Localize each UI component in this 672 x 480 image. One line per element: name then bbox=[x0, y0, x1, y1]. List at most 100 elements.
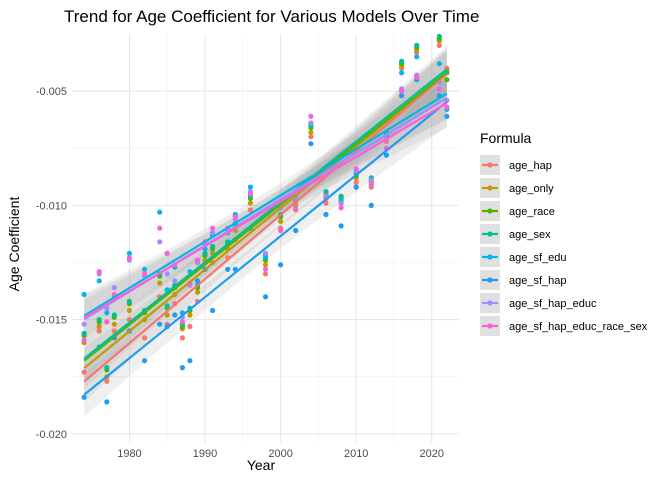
point-age_sf_hap_educ bbox=[262, 250, 269, 256]
legend-key-point bbox=[487, 162, 493, 168]
point-age_hap bbox=[96, 328, 102, 334]
point-age_sf_edu bbox=[157, 209, 163, 215]
legend-key-point bbox=[487, 277, 493, 283]
point-age_sf_hap bbox=[353, 184, 359, 190]
point-age_sf_hap_educ_race_sex bbox=[368, 182, 374, 188]
trend-line-age_sex bbox=[83, 68, 448, 360]
legend-label: age_sf_hap_educ bbox=[509, 298, 597, 310]
point-age_sf_edu bbox=[414, 54, 420, 60]
point-age_hap bbox=[187, 323, 193, 330]
point-age_sf_hap_educ_race_sex bbox=[293, 205, 299, 211]
x-tick-label: 2000 bbox=[268, 448, 292, 460]
point-age_sf_hap_educ_race_sex bbox=[414, 74, 420, 80]
point-age_only bbox=[157, 280, 163, 286]
point-age_sf_edu bbox=[247, 184, 253, 190]
point-age_sf_hap_educ_race_sex bbox=[436, 86, 442, 92]
x-axis: 1980 1990 2000 2010 2020 bbox=[117, 448, 444, 460]
point-age_hap bbox=[262, 271, 269, 277]
point-age_sf_hap_educ_race_sex bbox=[104, 319, 110, 325]
legend-key-point bbox=[487, 185, 493, 191]
point-age_hap bbox=[353, 179, 359, 186]
point-age_sex bbox=[399, 58, 405, 64]
point-age_sex bbox=[104, 365, 110, 371]
point-age_hap bbox=[179, 335, 185, 341]
legend-key-point bbox=[487, 323, 493, 329]
legend-key-point bbox=[487, 231, 493, 237]
point-age_race bbox=[444, 77, 450, 83]
legend-key-point bbox=[487, 254, 493, 260]
point-age_sex bbox=[436, 33, 442, 39]
y-axis-title: Age Coefficient bbox=[6, 197, 22, 292]
point-age_sf_hap bbox=[187, 358, 193, 364]
point-age_sf_hap_educ_race_sex bbox=[262, 266, 269, 272]
legend: Formula age_hap age_only age_race age_sexag… bbox=[480, 130, 648, 336]
point-age_sf_hap_educ_race_sex bbox=[353, 166, 359, 172]
point-age_sf_hap_educ_race_sex bbox=[247, 191, 253, 197]
legend-label: age_race bbox=[509, 206, 555, 218]
point-age_hap bbox=[436, 42, 442, 49]
point-age_sex bbox=[323, 189, 329, 195]
point-age_sf_hap_educ bbox=[338, 200, 344, 206]
x-axis-title: Year bbox=[247, 457, 276, 473]
point-age_sf_hap_educ_race_sex bbox=[308, 113, 314, 119]
point-age_sf_hap bbox=[172, 312, 178, 318]
point-age_sf_edu bbox=[96, 278, 102, 284]
point-age_sf_edu bbox=[399, 70, 405, 76]
point-age_sf_hap bbox=[323, 211, 329, 218]
point-age_hap bbox=[247, 207, 253, 213]
point-age_sf_hap_educ_race_sex bbox=[164, 250, 170, 256]
confidence-bands bbox=[84, 45, 447, 417]
legend-label: age_sf_hap bbox=[509, 275, 567, 287]
point-age_only bbox=[111, 321, 117, 327]
y-tick-label: -0.010 bbox=[36, 200, 67, 212]
trend-lines bbox=[83, 68, 448, 396]
point-age_sf_hap_educ_race_sex bbox=[444, 104, 450, 110]
point-age_sf_hap bbox=[194, 278, 201, 284]
point-age_sf_hap bbox=[225, 266, 231, 272]
legend-key-point bbox=[487, 300, 493, 306]
trend-line-age_sf_hap_educ_race_sex bbox=[83, 102, 448, 319]
point-age_sf_hap bbox=[383, 152, 389, 158]
x-tick-label: 1990 bbox=[193, 448, 217, 460]
confidence-band-age_sf_edu bbox=[84, 68, 447, 338]
point-age_sf_edu bbox=[436, 61, 442, 67]
point-age_sf_hap bbox=[293, 227, 299, 234]
legend-title: Formula bbox=[480, 130, 532, 146]
point-age_sf_hap_educ bbox=[111, 285, 117, 291]
point-age_sf_edu bbox=[142, 266, 148, 272]
point-age_sf_hap bbox=[278, 262, 284, 268]
y-tick-label: -0.005 bbox=[36, 86, 67, 98]
point-age_sf_hap bbox=[157, 321, 163, 327]
point-age_sex bbox=[164, 303, 170, 309]
point-age_sf_hap_educ_race_sex bbox=[81, 337, 87, 343]
trend-line-age_race bbox=[83, 71, 448, 362]
legend-label: age_sf_edu bbox=[509, 252, 567, 264]
y-axis: -0.020 -0.015 -0.010 -0.005 bbox=[36, 86, 67, 441]
point-age_sf_edu bbox=[81, 291, 87, 298]
trend-line-age_sf_edu bbox=[83, 92, 448, 317]
point-age_sex bbox=[81, 330, 87, 336]
point-age_sf_hap bbox=[262, 294, 269, 300]
trend-line-age_only bbox=[83, 71, 448, 370]
point-age_sf_hap bbox=[210, 307, 216, 314]
point-age_only bbox=[164, 312, 170, 318]
point-age_sf_hap bbox=[444, 113, 450, 119]
point-age_sex bbox=[96, 317, 102, 323]
point-age_sf_hap_educ_race_sex bbox=[142, 271, 148, 277]
point-age_sf_hap_educ_race_sex bbox=[399, 88, 405, 94]
point-age_sex bbox=[210, 243, 216, 250]
point-age_sf_hap_educ_race_sex bbox=[96, 269, 102, 275]
point-age_sf_hap bbox=[399, 93, 405, 99]
point-age_only bbox=[278, 218, 284, 224]
point-age_sf_hap_educ bbox=[368, 177, 374, 183]
trend-line-age_sf_hap bbox=[83, 100, 448, 396]
y-tick-label: -0.015 bbox=[36, 315, 67, 327]
point-age_hap bbox=[81, 369, 87, 375]
x-tick-label: 2020 bbox=[420, 448, 444, 460]
point-age_sf_hap_educ_race_sex bbox=[232, 214, 238, 220]
point-age_sf_hap bbox=[81, 394, 87, 400]
point-age_sex bbox=[111, 312, 117, 318]
point-age_only bbox=[194, 289, 201, 295]
y-tick-label: -0.020 bbox=[36, 429, 67, 441]
